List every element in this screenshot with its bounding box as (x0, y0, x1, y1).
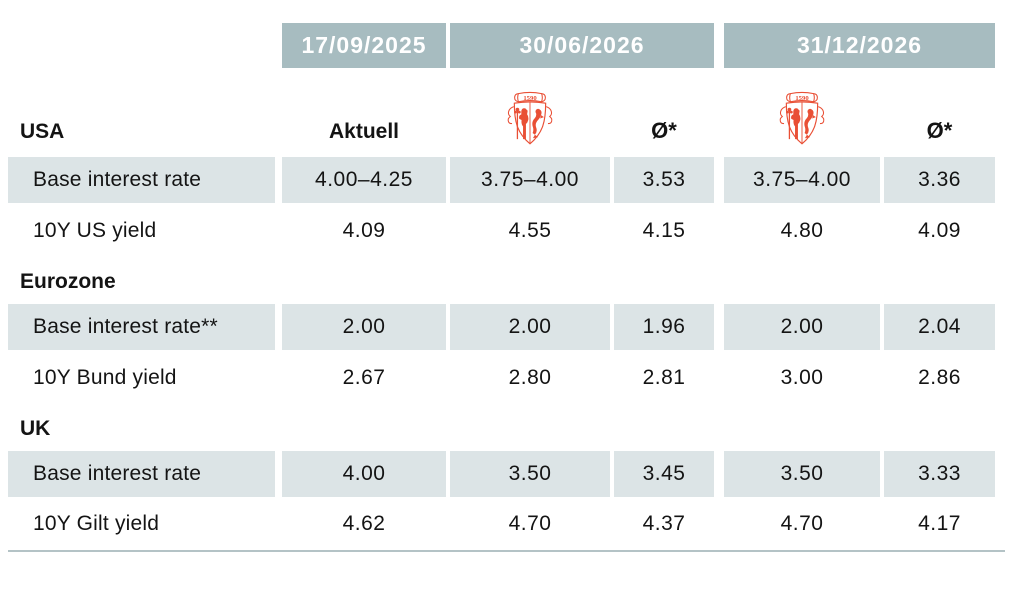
value-cell: 2.67 (342, 366, 386, 389)
value-cell: 3.45 (614, 451, 714, 497)
row-label: 10Y Bund yield (33, 366, 177, 389)
value-cell: 3.75–4.00 (450, 157, 610, 203)
table-row-usa-10y-yield: 10Y US yield 4.09 4.55 4.15 4.80 4.09 (0, 203, 1013, 259)
section-heading-eurozone: Eurozone (20, 269, 116, 293)
column-header-aktuell: Aktuell (328, 120, 399, 143)
value-cell: 2.00 (724, 304, 880, 350)
table-row-eurozone-10y-bund: 10Y Bund yield 2.67 2.80 2.81 3.00 2.86 (0, 350, 1013, 406)
date-header-row: 17/09/2025 30/06/2026 31/12/2026 (0, 23, 1013, 68)
bottom-divider (8, 550, 1005, 552)
column-header-berenberg-forecast-2 (724, 85, 880, 157)
column-header-average-2: Ø* (926, 118, 953, 143)
section-heading-usa: USA (20, 120, 65, 143)
value-cell: 2.86 (918, 366, 961, 389)
date-header-mid-2026: 30/06/2026 (450, 23, 714, 68)
row-label: Base interest rate (8, 157, 275, 203)
value-cell: 4.09 (918, 219, 961, 242)
value-cell: 4.62 (342, 511, 386, 535)
table-row-usa-base-rate: Base interest rate 4.00–4.25 3.75–4.00 3… (0, 157, 1013, 203)
table-row-eurozone-base-rate: Base interest rate** 2.00 2.00 1.96 2.00… (0, 304, 1013, 350)
value-cell: 3.50 (724, 451, 880, 497)
value-cell: 4.15 (642, 219, 686, 242)
section-heading-row: Eurozone (0, 259, 1013, 304)
row-label: 10Y Gilt yield (33, 511, 160, 535)
value-cell: 4.37 (642, 511, 686, 535)
value-cell: 4.09 (342, 219, 386, 242)
value-cell: 2.00 (282, 304, 446, 350)
value-cell: 3.50 (450, 451, 610, 497)
value-cell: 3.00 (780, 366, 824, 389)
value-cell: 4.00 (282, 451, 446, 497)
value-cell: 2.80 (508, 366, 552, 389)
value-cell: 4.00–4.25 (282, 157, 446, 203)
rates-forecast-table: 17/09/2025 30/06/2026 31/12/2026 USA Akt… (0, 23, 1013, 596)
value-cell: 4.70 (508, 511, 552, 535)
value-cell: 4.55 (508, 219, 552, 242)
table-row-uk-base-rate: Base interest rate 4.00 3.50 3.45 3.50 3… (0, 451, 1013, 497)
value-cell: 1.96 (614, 304, 714, 350)
value-cell: 3.75–4.00 (724, 157, 880, 203)
date-header-end-2026: 31/12/2026 (724, 23, 995, 68)
row-label: Base interest rate (8, 451, 275, 497)
column-header-berenberg-forecast-1 (450, 85, 610, 157)
row-label: Base interest rate** (8, 304, 275, 350)
value-cell: 2.04 (884, 304, 995, 350)
value-cell: 3.33 (884, 451, 995, 497)
value-cell: 4.70 (780, 511, 824, 535)
column-header-row: USA Aktuell Ø* Ø* (0, 68, 1013, 157)
section-heading-row: UK (0, 406, 1013, 451)
berenberg-crest-logo (507, 91, 553, 145)
value-cell: 4.17 (918, 511, 961, 535)
value-cell: 2.00 (450, 304, 610, 350)
value-cell: 2.81 (642, 366, 686, 389)
table-row-uk-10y-gilt: 10Y Gilt yield 4.62 4.70 4.37 4.70 4.17 (0, 497, 1013, 550)
value-cell: 3.36 (884, 157, 995, 203)
value-cell: 4.80 (780, 219, 824, 242)
date-header-current: 17/09/2025 (282, 23, 446, 68)
value-cell: 3.53 (614, 157, 714, 203)
row-label: 10Y US yield (33, 219, 157, 242)
column-header-average-1: Ø* (651, 118, 677, 143)
section-heading-uk: UK (20, 416, 51, 440)
header-spacer (8, 23, 275, 68)
berenberg-crest-logo (779, 91, 825, 145)
